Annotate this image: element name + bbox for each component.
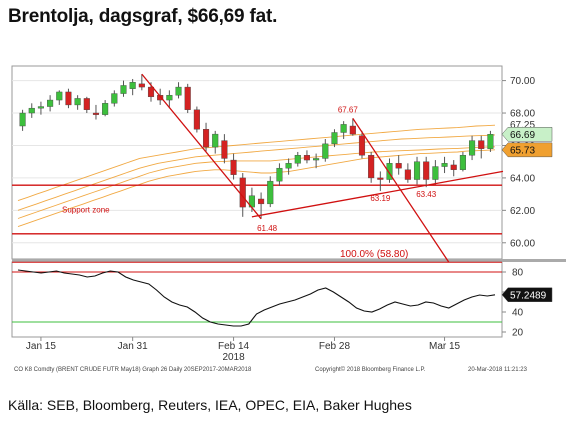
- y-tick-label: 62.00: [510, 206, 535, 217]
- candle-body: [56, 91, 63, 101]
- candle-body: [47, 99, 54, 107]
- oscillator-tick-label: 40: [512, 308, 524, 319]
- candle-body: [386, 163, 393, 180]
- candle-body: [28, 107, 35, 114]
- candle-body: [313, 158, 320, 161]
- moving-average-line: [17, 146, 496, 219]
- candle-body: [404, 169, 411, 180]
- candle-body: [267, 180, 274, 205]
- candle-body: [166, 94, 173, 101]
- candle-body: [450, 164, 457, 170]
- ma-value-tag: 65.73: [510, 145, 535, 156]
- candle-body: [230, 159, 237, 175]
- candle-body: [349, 125, 356, 135]
- candle-body: [423, 161, 430, 180]
- candle-body: [212, 133, 219, 148]
- chart-annotation: 63.43: [416, 190, 437, 199]
- candle-body: [487, 134, 494, 149]
- y-tick-label: 64.00: [510, 173, 535, 184]
- oscillator-value-tag-bg: [501, 287, 553, 303]
- candle-body: [111, 93, 118, 104]
- ma-value-tag-bg: [501, 142, 553, 158]
- oscillator-panel: [11, 261, 503, 338]
- candle-body: [258, 198, 265, 205]
- candle-body: [138, 83, 145, 88]
- candle-body: [478, 140, 485, 149]
- last-price-tag-bg: [501, 127, 553, 142]
- candle-body: [102, 103, 109, 115]
- candle-body: [37, 106, 44, 109]
- candle-body: [83, 98, 90, 110]
- candle-body: [340, 124, 347, 133]
- downtrend-line: [352, 118, 450, 263]
- x-tick-label: Feb 14: [218, 341, 250, 352]
- y-tick-label: 60.00: [510, 238, 535, 249]
- candle-body: [74, 98, 81, 106]
- ma-value-label: 67.25: [510, 120, 535, 131]
- candle-body: [331, 132, 338, 145]
- y-tick-label: 70.00: [510, 76, 535, 87]
- candle-body: [157, 94, 164, 101]
- chart-annotation: 61.48: [257, 224, 278, 233]
- candle-body: [368, 155, 375, 179]
- candle-body: [19, 112, 26, 127]
- uptrend-line: [251, 170, 504, 218]
- x-tick-label: Jan 31: [118, 341, 148, 352]
- y-tick-label: 68.00: [510, 109, 535, 120]
- x-year-label: 2018: [222, 352, 245, 363]
- candle-body: [413, 161, 421, 180]
- candle-body: [184, 86, 191, 110]
- candle-body: [432, 166, 439, 180]
- last-price-tag: 66.69: [510, 130, 535, 141]
- candle-body: [294, 155, 301, 164]
- candle-body: [221, 140, 228, 159]
- candle-body: [193, 109, 200, 130]
- chart-annotation: 63.19: [370, 194, 391, 203]
- x-tick-label: Mar 15: [429, 341, 461, 352]
- candle-body: [377, 177, 384, 180]
- candle-body: [459, 155, 466, 170]
- footer-copyright: Copyright© 2018 Bloomberg Finance L.P.: [315, 366, 426, 373]
- candle-body: [239, 177, 246, 208]
- chart-annotation: Support zone: [62, 205, 110, 214]
- candle-body: [203, 129, 210, 148]
- candle-body: [276, 167, 283, 182]
- candle-body: [175, 86, 182, 96]
- footer-timestamp: 20-Mar-2018 11:21:23: [468, 367, 528, 373]
- candle-body: [322, 143, 329, 159]
- candle-body: [441, 163, 448, 167]
- candle-body: [65, 91, 72, 106]
- oscillator-value-tag: 57.2489: [510, 290, 547, 301]
- moving-average-line: [17, 149, 496, 228]
- source-note: Källa: SEB, Bloomberg, Reuters, IEA, OPE…: [8, 397, 412, 413]
- chart-annotation: 100.0% (58.80): [340, 249, 408, 260]
- candle-body: [303, 155, 310, 161]
- page-title: Brentolja, dagsgraf, $66,69 fat.: [8, 6, 278, 27]
- oscillator-tick-label: 20: [512, 328, 524, 339]
- oscillator-line: [17, 269, 496, 327]
- candle-body: [358, 135, 366, 156]
- moving-average-line: [17, 134, 496, 211]
- candle-body: [285, 163, 292, 169]
- x-tick-label: Feb 28: [319, 341, 351, 352]
- candle-body: [395, 163, 402, 169]
- oscillator-tick-label: 80: [512, 268, 524, 279]
- candle-body: [147, 86, 155, 98]
- chart-annotation: 67.67: [338, 105, 359, 114]
- moving-average-line: [17, 124, 496, 202]
- candle-body: [92, 112, 100, 115]
- price-panel: [11, 65, 503, 260]
- candle-body: [469, 140, 476, 156]
- candle-body: [129, 82, 136, 89]
- x-tick-label: Jan 15: [26, 341, 56, 352]
- footer-left: CO K8 Comdty (BRENT CRUDE FUTR May18) Gr…: [14, 367, 252, 373]
- candle-body: [120, 85, 127, 94]
- downtrend-line: [141, 73, 262, 220]
